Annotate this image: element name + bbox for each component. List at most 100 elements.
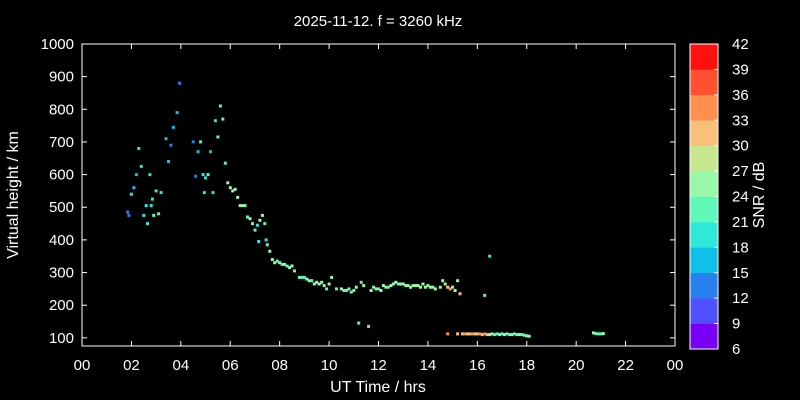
data-point (458, 292, 462, 296)
data-point (159, 191, 163, 195)
data-point (129, 192, 133, 196)
data-point (283, 262, 287, 266)
data-point (453, 289, 457, 292)
x-tick-label: 12 (370, 357, 387, 374)
colorbar-tick-label: 9 (732, 316, 740, 333)
data-point (322, 284, 326, 288)
data-point (297, 275, 301, 279)
data-point (522, 333, 526, 337)
data-point (446, 285, 450, 289)
data-point (263, 222, 267, 226)
x-tick-label: 14 (420, 357, 437, 374)
y-tick-label: 300 (49, 265, 74, 282)
y-tick-label: 900 (49, 69, 74, 86)
data-point (451, 285, 455, 289)
data-point (500, 332, 504, 336)
data-point (327, 282, 331, 286)
colorbar-tick-label: 6 (732, 341, 740, 358)
x-tick-label: 08 (271, 357, 288, 374)
y-tick-label: 600 (49, 167, 74, 184)
data-point (241, 204, 245, 208)
data-point (246, 215, 249, 219)
data-point (517, 333, 521, 337)
y-tick-label: 1000 (41, 36, 74, 53)
data-point (456, 279, 460, 283)
data-point (164, 137, 168, 141)
colorbar-segment (690, 298, 718, 324)
data-point (426, 284, 430, 288)
x-axis: 00 02 04 06 08 10 12 14 16 18 20 22 00 (74, 44, 683, 374)
x-tick-label: 20 (568, 357, 585, 374)
data-point (490, 332, 494, 336)
data-point (384, 285, 388, 289)
data-point (461, 332, 464, 336)
colorbar-segment (690, 221, 718, 248)
data-point (423, 285, 427, 289)
colorbar-tick-label: 15 (732, 265, 749, 282)
data-point (248, 217, 252, 221)
data-point (191, 140, 195, 144)
data-point (488, 254, 492, 258)
data-point (448, 287, 452, 291)
data-point (178, 81, 182, 85)
data-point (347, 287, 351, 291)
data-point (152, 213, 156, 217)
data-point (352, 289, 356, 292)
data-point (503, 333, 506, 337)
data-point (315, 280, 319, 284)
data-point (251, 222, 254, 226)
data-point (226, 181, 230, 185)
data-point (290, 264, 294, 268)
y-tick-label: 100 (49, 330, 74, 347)
data-point (236, 195, 240, 199)
data-point (525, 334, 529, 338)
colorbar-tick-label: 30 (732, 138, 749, 155)
data-point (344, 289, 348, 292)
data-point (386, 285, 390, 289)
colorbar-tick-label: 18 (732, 239, 749, 256)
data-point (480, 333, 484, 337)
data-point (483, 293, 487, 297)
y-tick-label: 500 (49, 199, 74, 216)
data-point (157, 212, 161, 216)
data-point (127, 213, 131, 217)
y-tick-label: 700 (49, 134, 74, 151)
data-point (134, 173, 138, 177)
data-point (260, 213, 264, 217)
data-point (270, 258, 274, 261)
data-point (169, 143, 173, 147)
plot-frame (81, 43, 676, 347)
data-points (126, 81, 605, 338)
data-point (320, 280, 324, 284)
data-point (475, 332, 479, 336)
data-point (268, 249, 272, 253)
data-point (206, 173, 210, 177)
data-point (228, 186, 232, 190)
colorbar-tick-label: 12 (732, 290, 749, 307)
data-point (342, 289, 346, 292)
data-point (194, 174, 198, 178)
data-point (512, 332, 516, 336)
data-point (175, 111, 179, 115)
data-point (421, 282, 425, 286)
data-point (142, 213, 146, 217)
data-point (325, 287, 329, 291)
data-point (488, 333, 492, 337)
data-point (396, 282, 400, 286)
data-point (257, 240, 261, 243)
data-point (310, 279, 314, 283)
x-tick-label: 10 (321, 357, 338, 374)
data-point (148, 173, 152, 177)
data-point (463, 332, 467, 336)
y-tick-label: 400 (49, 232, 74, 249)
data-point (359, 280, 363, 284)
data-point (601, 332, 605, 336)
data-point (211, 191, 215, 195)
data-point (394, 280, 398, 284)
colorbar-axis: 6 9 12 15 18 21 24 27 30 33 36 39 42 (714, 36, 749, 358)
data-point (391, 282, 395, 286)
data-point (149, 204, 153, 208)
colorbar-segment (690, 171, 718, 197)
data-point (401, 282, 405, 286)
data-point (132, 186, 136, 190)
